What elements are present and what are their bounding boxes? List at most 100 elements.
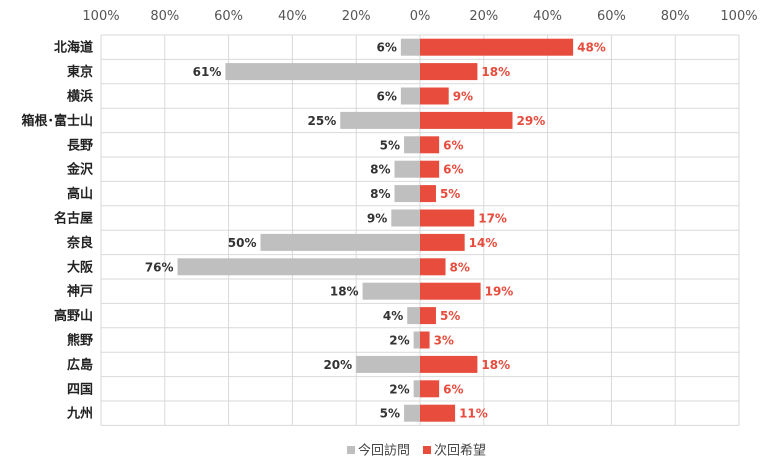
bar-current-visit <box>362 282 420 300</box>
bar-current-visit <box>356 355 420 373</box>
data-label-next-wish: 18% <box>481 65 510 79</box>
data-label-next-wish: 5% <box>440 187 460 201</box>
category-label: 大阪 <box>67 259 94 275</box>
x-tick-label: 60% <box>214 9 243 24</box>
category-label: 長野 <box>67 138 93 153</box>
bar-current-visit <box>404 136 420 154</box>
data-label-current-visit: 9% <box>367 212 387 226</box>
data-label-current-visit: 20% <box>323 358 352 372</box>
x-tick-label: 40% <box>278 9 307 24</box>
bar-next-wish <box>420 111 513 129</box>
data-label-next-wish: 48% <box>577 41 606 55</box>
bar-next-wish <box>420 331 430 349</box>
category-label: 金沢 <box>66 162 94 178</box>
category-label: 箱根･富士山 <box>21 113 93 129</box>
x-tick-label: 20% <box>342 9 371 24</box>
data-label-next-wish: 3% <box>434 334 454 348</box>
data-label-next-wish: 17% <box>478 212 507 226</box>
data-label-current-visit: 6% <box>376 90 396 104</box>
data-label-next-wish: 5% <box>440 309 460 323</box>
category-label: 東京 <box>67 64 93 80</box>
bar-current-visit <box>407 307 420 325</box>
bar-current-visit <box>225 63 420 81</box>
legend-label: 今回訪問 <box>358 443 410 459</box>
data-label-next-wish: 18% <box>481 358 510 372</box>
category-label: 北海道 <box>54 40 93 56</box>
bar-current-visit <box>404 404 420 422</box>
data-labels: 6% 61% 6% 25% 5% 8% 8% 9% 50% 76% 18% 4% 2% 20% 2% 5% 48… <box>145 41 606 421</box>
data-label-current-visit: 4% <box>383 309 403 323</box>
category-label: 横浜 <box>67 89 93 105</box>
category-label: 高野山 <box>54 308 93 324</box>
data-label-current-visit: 8% <box>370 187 390 201</box>
bar-next-wish <box>420 160 440 178</box>
bar-next-wish <box>420 63 478 81</box>
bar-current-visit <box>340 111 420 129</box>
data-label-next-wish: 6% <box>443 163 463 177</box>
x-tick-label: 0% <box>410 9 431 24</box>
bar-next-wish <box>420 136 440 154</box>
data-label-current-visit: 18% <box>330 285 359 299</box>
category-label: 熊野 <box>67 333 93 349</box>
data-label-next-wish: 6% <box>443 382 463 396</box>
data-label-next-wish: 19% <box>485 285 514 299</box>
bar-next-wish <box>420 233 465 251</box>
bar-next-wish <box>420 87 449 105</box>
bars <box>177 38 574 422</box>
legend-label: 次回希望 <box>434 443 486 459</box>
data-label-current-visit: 6% <box>376 41 396 55</box>
bar-current-visit <box>394 160 420 178</box>
category-label: 神戸 <box>67 284 93 300</box>
legend-swatch <box>347 446 355 454</box>
data-label-current-visit: 25% <box>308 114 337 128</box>
bar-current-visit <box>400 87 420 105</box>
bar-current-visit <box>391 209 420 227</box>
legend: 今回訪問 次回希望 <box>347 443 486 459</box>
data-label-next-wish: 14% <box>469 236 498 250</box>
bar-next-wish <box>420 282 481 300</box>
data-label-next-wish: 6% <box>443 138 463 152</box>
data-label-current-visit: 50% <box>228 236 257 250</box>
data-label-current-visit: 2% <box>389 382 409 396</box>
bar-current-visit <box>394 185 420 203</box>
bar-next-wish <box>420 38 574 56</box>
data-label-current-visit: 61% <box>193 65 222 79</box>
data-label-next-wish: 11% <box>459 407 488 421</box>
legend-swatch <box>423 446 431 454</box>
bar-next-wish <box>420 355 478 373</box>
category-label: 名古屋 <box>54 211 93 227</box>
category-label: 九州 <box>66 407 93 422</box>
x-tick-label: 80% <box>150 9 179 24</box>
bar-next-wish <box>420 209 475 227</box>
data-label-current-visit: 2% <box>389 334 409 348</box>
data-label-current-visit: 8% <box>370 163 390 177</box>
bar-next-wish <box>420 185 436 203</box>
data-label-current-visit: 76% <box>145 260 174 274</box>
category-label: 四国 <box>67 382 93 397</box>
bar-next-wish <box>420 258 446 276</box>
x-tick-label: 20% <box>469 9 498 24</box>
bar-next-wish <box>420 404 456 422</box>
category-label: 奈良 <box>66 235 93 251</box>
bar-next-wish <box>420 380 440 398</box>
bar-current-visit <box>413 331 420 349</box>
data-label-current-visit: 5% <box>380 407 400 421</box>
x-tick-label: 80% <box>661 9 690 24</box>
category-label: 広島 <box>67 357 93 373</box>
x-tick-label: 40% <box>533 9 562 24</box>
bar-current-visit <box>400 38 420 56</box>
x-tick-label: 100% <box>720 9 757 24</box>
data-label-next-wish: 9% <box>453 90 473 104</box>
x-tick-label: 60% <box>597 9 626 24</box>
bar-current-visit <box>260 233 420 251</box>
x-axis-ticks: 100% 80% 60% 40% 20% 0% 20% 40% 60% 80% 100% <box>82 9 757 24</box>
category-label: 高山 <box>67 186 93 202</box>
data-label-next-wish: 8% <box>450 260 470 274</box>
bar-current-visit <box>413 380 420 398</box>
x-tick-label: 100% <box>82 9 119 24</box>
data-label-current-visit: 5% <box>380 138 400 152</box>
bar-next-wish <box>420 307 436 325</box>
data-label-next-wish: 29% <box>517 114 546 128</box>
